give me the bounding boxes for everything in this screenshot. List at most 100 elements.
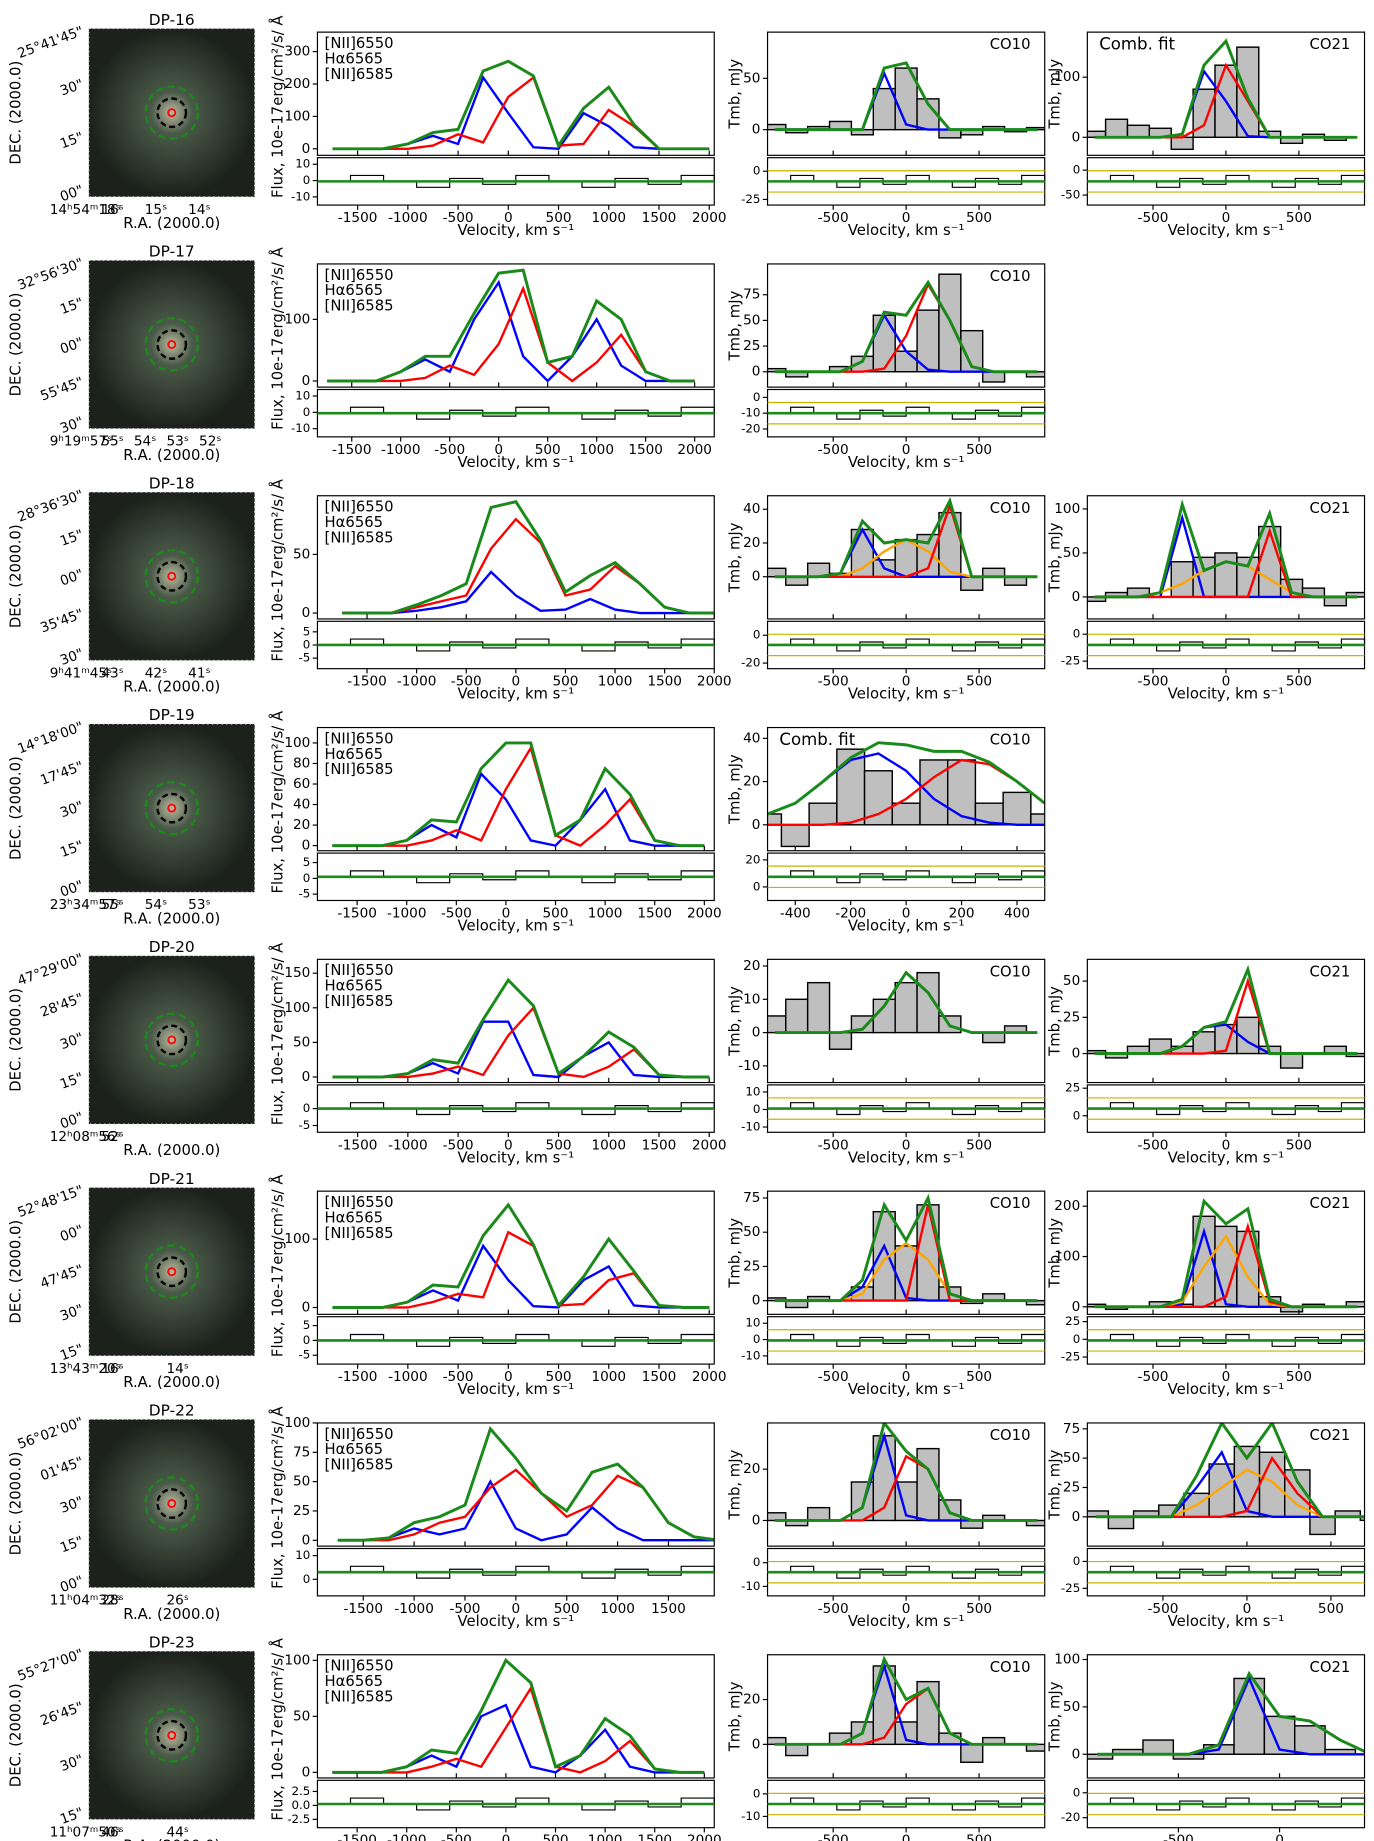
residual-y-tick-label: 0	[303, 1333, 311, 1347]
x-tick-label: 0	[902, 1369, 911, 1385]
x-tick-label: 0	[902, 1833, 911, 1841]
x-tick-label: 0	[504, 1369, 513, 1385]
x-tick-label: -1500	[337, 906, 377, 922]
residual-y-tick-label: -25	[1061, 1581, 1080, 1595]
line-label: CO10	[990, 732, 1031, 749]
line-label: CO10	[990, 268, 1031, 285]
ra-label: R.A. (2000.0)	[123, 1838, 220, 1841]
dec-tick-label: 15"	[58, 295, 86, 318]
histogram-bin	[806, 981, 831, 1034]
x-axis-label: Velocity, km s⁻¹	[848, 918, 965, 935]
histogram-bin	[1192, 556, 1216, 598]
x-tick-label: -400	[780, 906, 811, 922]
x-axis-label: Velocity, km s⁻¹	[848, 686, 965, 703]
x-tick-label: 1500	[637, 906, 672, 922]
ra-tick-label: 23ʰ34ᵐ57ˢ	[50, 897, 121, 913]
histogram-bin	[785, 1743, 809, 1757]
dec-tick-label: 14°18'00"	[16, 719, 86, 758]
residual-y-tick-label: -10	[741, 1809, 760, 1823]
residual-y-tick-label: 10	[295, 389, 310, 403]
y-axis-label: Tmb, mJy	[727, 522, 744, 593]
residual-y-tick-label: 25	[1065, 1081, 1080, 1095]
residual-y-tick-label: 0	[753, 1102, 761, 1116]
plot-area	[767, 741, 1045, 848]
x-tick-label: 0	[902, 1137, 911, 1153]
dec-label: DEC. (2000.0)	[8, 61, 25, 165]
histogram-bin	[1170, 136, 1194, 151]
x-tick-label: -500	[818, 1601, 849, 1617]
histogram-bin	[872, 1665, 896, 1746]
histogram-bin	[1025, 1519, 1045, 1527]
ra-tick-label: 46ˢ	[101, 1824, 123, 1840]
aperture-outer	[144, 317, 199, 372]
residual-y-tick-label: 0	[1073, 627, 1081, 641]
y-tick-label: 0	[752, 122, 761, 138]
x-tick-label: 2000	[692, 1369, 727, 1385]
panel-title: DP-18	[149, 474, 195, 492]
axes-frame	[316, 726, 715, 852]
ra-label: R.A. (2000.0)	[123, 1142, 220, 1159]
line-label: CO21	[1309, 500, 1350, 517]
y-tick-label: 80	[293, 755, 310, 771]
y-axis-label: Flux, 10e-17erg/cm²/s/ Å	[269, 15, 286, 198]
x-tick-label: 0	[902, 442, 911, 458]
x-tick-label: 2000	[687, 1833, 722, 1841]
histogram-bin	[1087, 596, 1107, 603]
residual-y-tick-label: -20	[741, 656, 760, 670]
ra-tick-label: 52ˢ	[101, 1129, 123, 1145]
ra-tick-label: 15ˢ	[145, 202, 167, 218]
fit-line	[332, 771, 705, 847]
dec-tick-label: 17'45"	[38, 759, 85, 789]
y-axis-label: Tmb, mJy	[727, 1449, 744, 1520]
aperture-inner	[156, 97, 188, 129]
y-tick-label: 100	[284, 311, 310, 327]
dec-tick-label: 30"	[58, 414, 86, 437]
y-axis-label: Tmb, mJy	[727, 1218, 744, 1289]
dec-tick-label: 00"	[58, 878, 86, 901]
x-tick-label: 500	[1286, 210, 1312, 226]
x-tick-label: 2000	[697, 674, 732, 690]
residual-y-tick-label: -25	[1061, 654, 1080, 668]
x-tick-label: 2000	[677, 442, 712, 458]
fit-line	[774, 61, 1038, 132]
ra-tick-label: 41ˢ	[188, 665, 210, 681]
dec-label: DEC. (2000.0)	[8, 988, 25, 1092]
axes-frame	[316, 958, 715, 1084]
image-frame	[88, 1650, 256, 1820]
dec-label: DEC. (2000.0)	[8, 1683, 25, 1787]
legend-text: [NII]6585	[325, 1457, 394, 1474]
y-tick-label: 200	[284, 76, 310, 92]
aperture-inner	[156, 329, 188, 360]
legend-text: Hα6565	[325, 1673, 384, 1690]
y-tick-label: 100	[284, 1000, 310, 1016]
histogram-bin	[894, 538, 918, 578]
image-frame	[88, 1418, 256, 1589]
x-tick-label: 500	[966, 442, 992, 458]
x-tick-label: 500	[966, 1369, 992, 1385]
y-tick-label: 20	[743, 535, 760, 551]
plot-area	[337, 1425, 715, 1542]
legend-text: [NII]6550	[325, 267, 394, 284]
x-tick-label: 500	[546, 210, 572, 226]
residual-y-tick-label: -25	[1061, 1350, 1080, 1364]
ra-tick-label: 42ˢ	[145, 665, 167, 681]
plot-area	[1087, 499, 1365, 607]
x-tick-label: 1500	[651, 1601, 686, 1617]
y-tick-label: 200	[1054, 1198, 1080, 1214]
x-axis-label: Velocity, km s⁻¹	[848, 1613, 965, 1630]
x-tick-label: 500	[543, 906, 569, 922]
fit-line	[332, 1657, 705, 1774]
legend-text: Hα6565	[325, 746, 384, 763]
dec-tick-label: 30"	[58, 646, 86, 669]
x-tick-label: -1500	[338, 1137, 378, 1153]
x-tick-label: -1000	[387, 906, 427, 922]
residual-y-tick-label: 0	[303, 637, 311, 651]
residual-y-tick-label: 0.0	[292, 1798, 311, 1812]
x-tick-label: 1000	[588, 906, 623, 922]
center-marker	[167, 1035, 177, 1045]
y-tick-label: 50	[1063, 1450, 1080, 1466]
y-tick-label: 100	[1054, 1249, 1080, 1265]
y-tick-label: 0	[1072, 589, 1081, 605]
x-tick-label: 500	[546, 1369, 572, 1385]
fit-line	[337, 1425, 715, 1542]
